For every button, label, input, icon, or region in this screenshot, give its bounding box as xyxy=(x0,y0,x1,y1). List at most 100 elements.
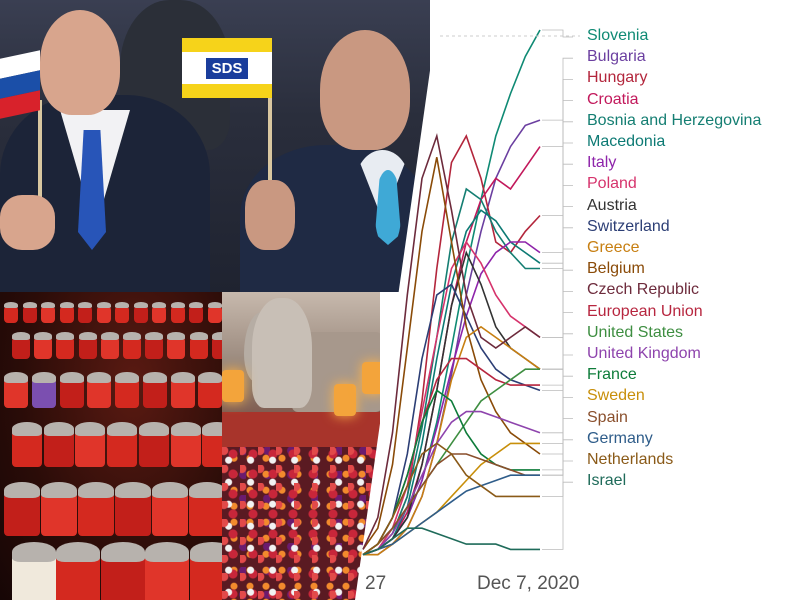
grave-candle xyxy=(100,337,119,359)
candle-lid xyxy=(189,302,203,309)
legend-label: Bosnia and Herzegovina xyxy=(587,111,762,129)
legend-connector xyxy=(542,290,573,338)
legend-label: Poland xyxy=(587,175,637,193)
candle-lid xyxy=(34,332,53,341)
x-tick-label: 27 xyxy=(365,573,387,594)
legend-connector xyxy=(542,354,573,434)
grave-candle xyxy=(43,431,74,467)
grave-candle xyxy=(100,555,145,600)
legend-label: Italy xyxy=(587,154,617,172)
candle-lid xyxy=(96,302,111,309)
grave-candle xyxy=(152,306,166,323)
candle-lid xyxy=(152,302,166,309)
candle-lid xyxy=(202,422,222,436)
grave-candle xyxy=(115,379,139,408)
legend-connector xyxy=(542,396,573,444)
series-line-france xyxy=(362,389,540,556)
candle-lid xyxy=(100,542,145,562)
series-line-european-union xyxy=(362,357,540,556)
grave-candle xyxy=(96,306,111,323)
candle-lid xyxy=(170,372,195,383)
candle-lid xyxy=(43,422,74,436)
candle-lid xyxy=(78,332,97,341)
legend-connector xyxy=(542,206,573,370)
candle-lid xyxy=(145,332,164,341)
grave-candle xyxy=(78,306,92,323)
grave-candle xyxy=(207,306,222,323)
candle-lid xyxy=(198,372,222,383)
legend-connector xyxy=(542,163,573,254)
candle-lid xyxy=(87,372,112,383)
candle-lid xyxy=(211,332,222,341)
grave-candle xyxy=(12,337,30,359)
legend-label: Israel xyxy=(587,472,627,490)
right-politician-tie xyxy=(375,170,401,245)
series-line-united-kingdom xyxy=(362,410,541,556)
grave-candle xyxy=(31,379,56,408)
series-line-germany xyxy=(362,474,540,556)
lantern xyxy=(362,362,380,394)
candle-lid xyxy=(133,302,148,309)
legend-label: Hungary xyxy=(587,69,648,87)
grave-candle xyxy=(170,306,185,323)
legend-connector xyxy=(542,248,573,370)
candle-lid xyxy=(12,422,42,436)
grave-candle xyxy=(87,379,112,408)
grave-candle xyxy=(107,431,138,467)
legend-connector xyxy=(542,481,573,550)
grave-candle xyxy=(22,306,37,323)
grave-candle xyxy=(4,492,40,536)
legend-label: Czech Republic xyxy=(587,281,700,299)
legend-label: Greece xyxy=(587,239,640,256)
grave-candle xyxy=(59,379,84,408)
candle-lid xyxy=(4,482,40,499)
grave-candle xyxy=(142,379,167,408)
candle-lid xyxy=(12,332,30,341)
slovenia-flag xyxy=(0,50,40,120)
legend-connector xyxy=(542,57,573,121)
grave-candle xyxy=(133,306,148,323)
candle-lid xyxy=(59,372,84,383)
legend-connector xyxy=(542,100,573,148)
candle-lid xyxy=(152,482,188,499)
candle-lid xyxy=(167,332,186,341)
grave-candle xyxy=(78,492,114,536)
candle-lid xyxy=(115,372,139,383)
legend-connector xyxy=(542,439,573,476)
grave-candle xyxy=(115,306,129,323)
grave-candle xyxy=(4,379,28,408)
grave-candle xyxy=(41,492,77,536)
candle-lid xyxy=(189,542,222,562)
grave-candle xyxy=(189,306,203,323)
grave-candle xyxy=(189,555,222,600)
grave-candle xyxy=(59,306,74,323)
candle-lid xyxy=(189,482,222,499)
left-politician-head xyxy=(40,10,120,115)
legend-connector xyxy=(542,121,573,269)
candle-lid xyxy=(142,372,167,383)
legend-connector xyxy=(542,333,573,370)
candles-photo xyxy=(0,292,222,600)
lantern xyxy=(222,370,244,402)
cemetery-photo xyxy=(222,292,380,600)
x-tick-label: Dec 7, 2020 xyxy=(477,573,580,594)
left-hand xyxy=(0,195,55,250)
series-line-greece xyxy=(363,325,541,556)
grave-candle xyxy=(189,492,222,536)
grave-candle xyxy=(56,555,101,600)
series-line-israel xyxy=(362,527,540,556)
grave-candle xyxy=(56,337,75,359)
candle-lid xyxy=(41,482,77,499)
grave-candle xyxy=(211,337,222,359)
candle-lid xyxy=(107,422,138,436)
candle-lid xyxy=(4,372,28,383)
grave-candle xyxy=(75,431,106,467)
legend-connector xyxy=(542,184,573,338)
candle-lid xyxy=(78,302,92,309)
candle-lid xyxy=(22,302,37,309)
grave-candle xyxy=(189,337,208,359)
series-line-netherlands xyxy=(362,442,540,556)
legend-label: Bulgaria xyxy=(587,48,646,66)
legend-connector xyxy=(542,269,573,455)
grave-candle xyxy=(138,431,169,467)
